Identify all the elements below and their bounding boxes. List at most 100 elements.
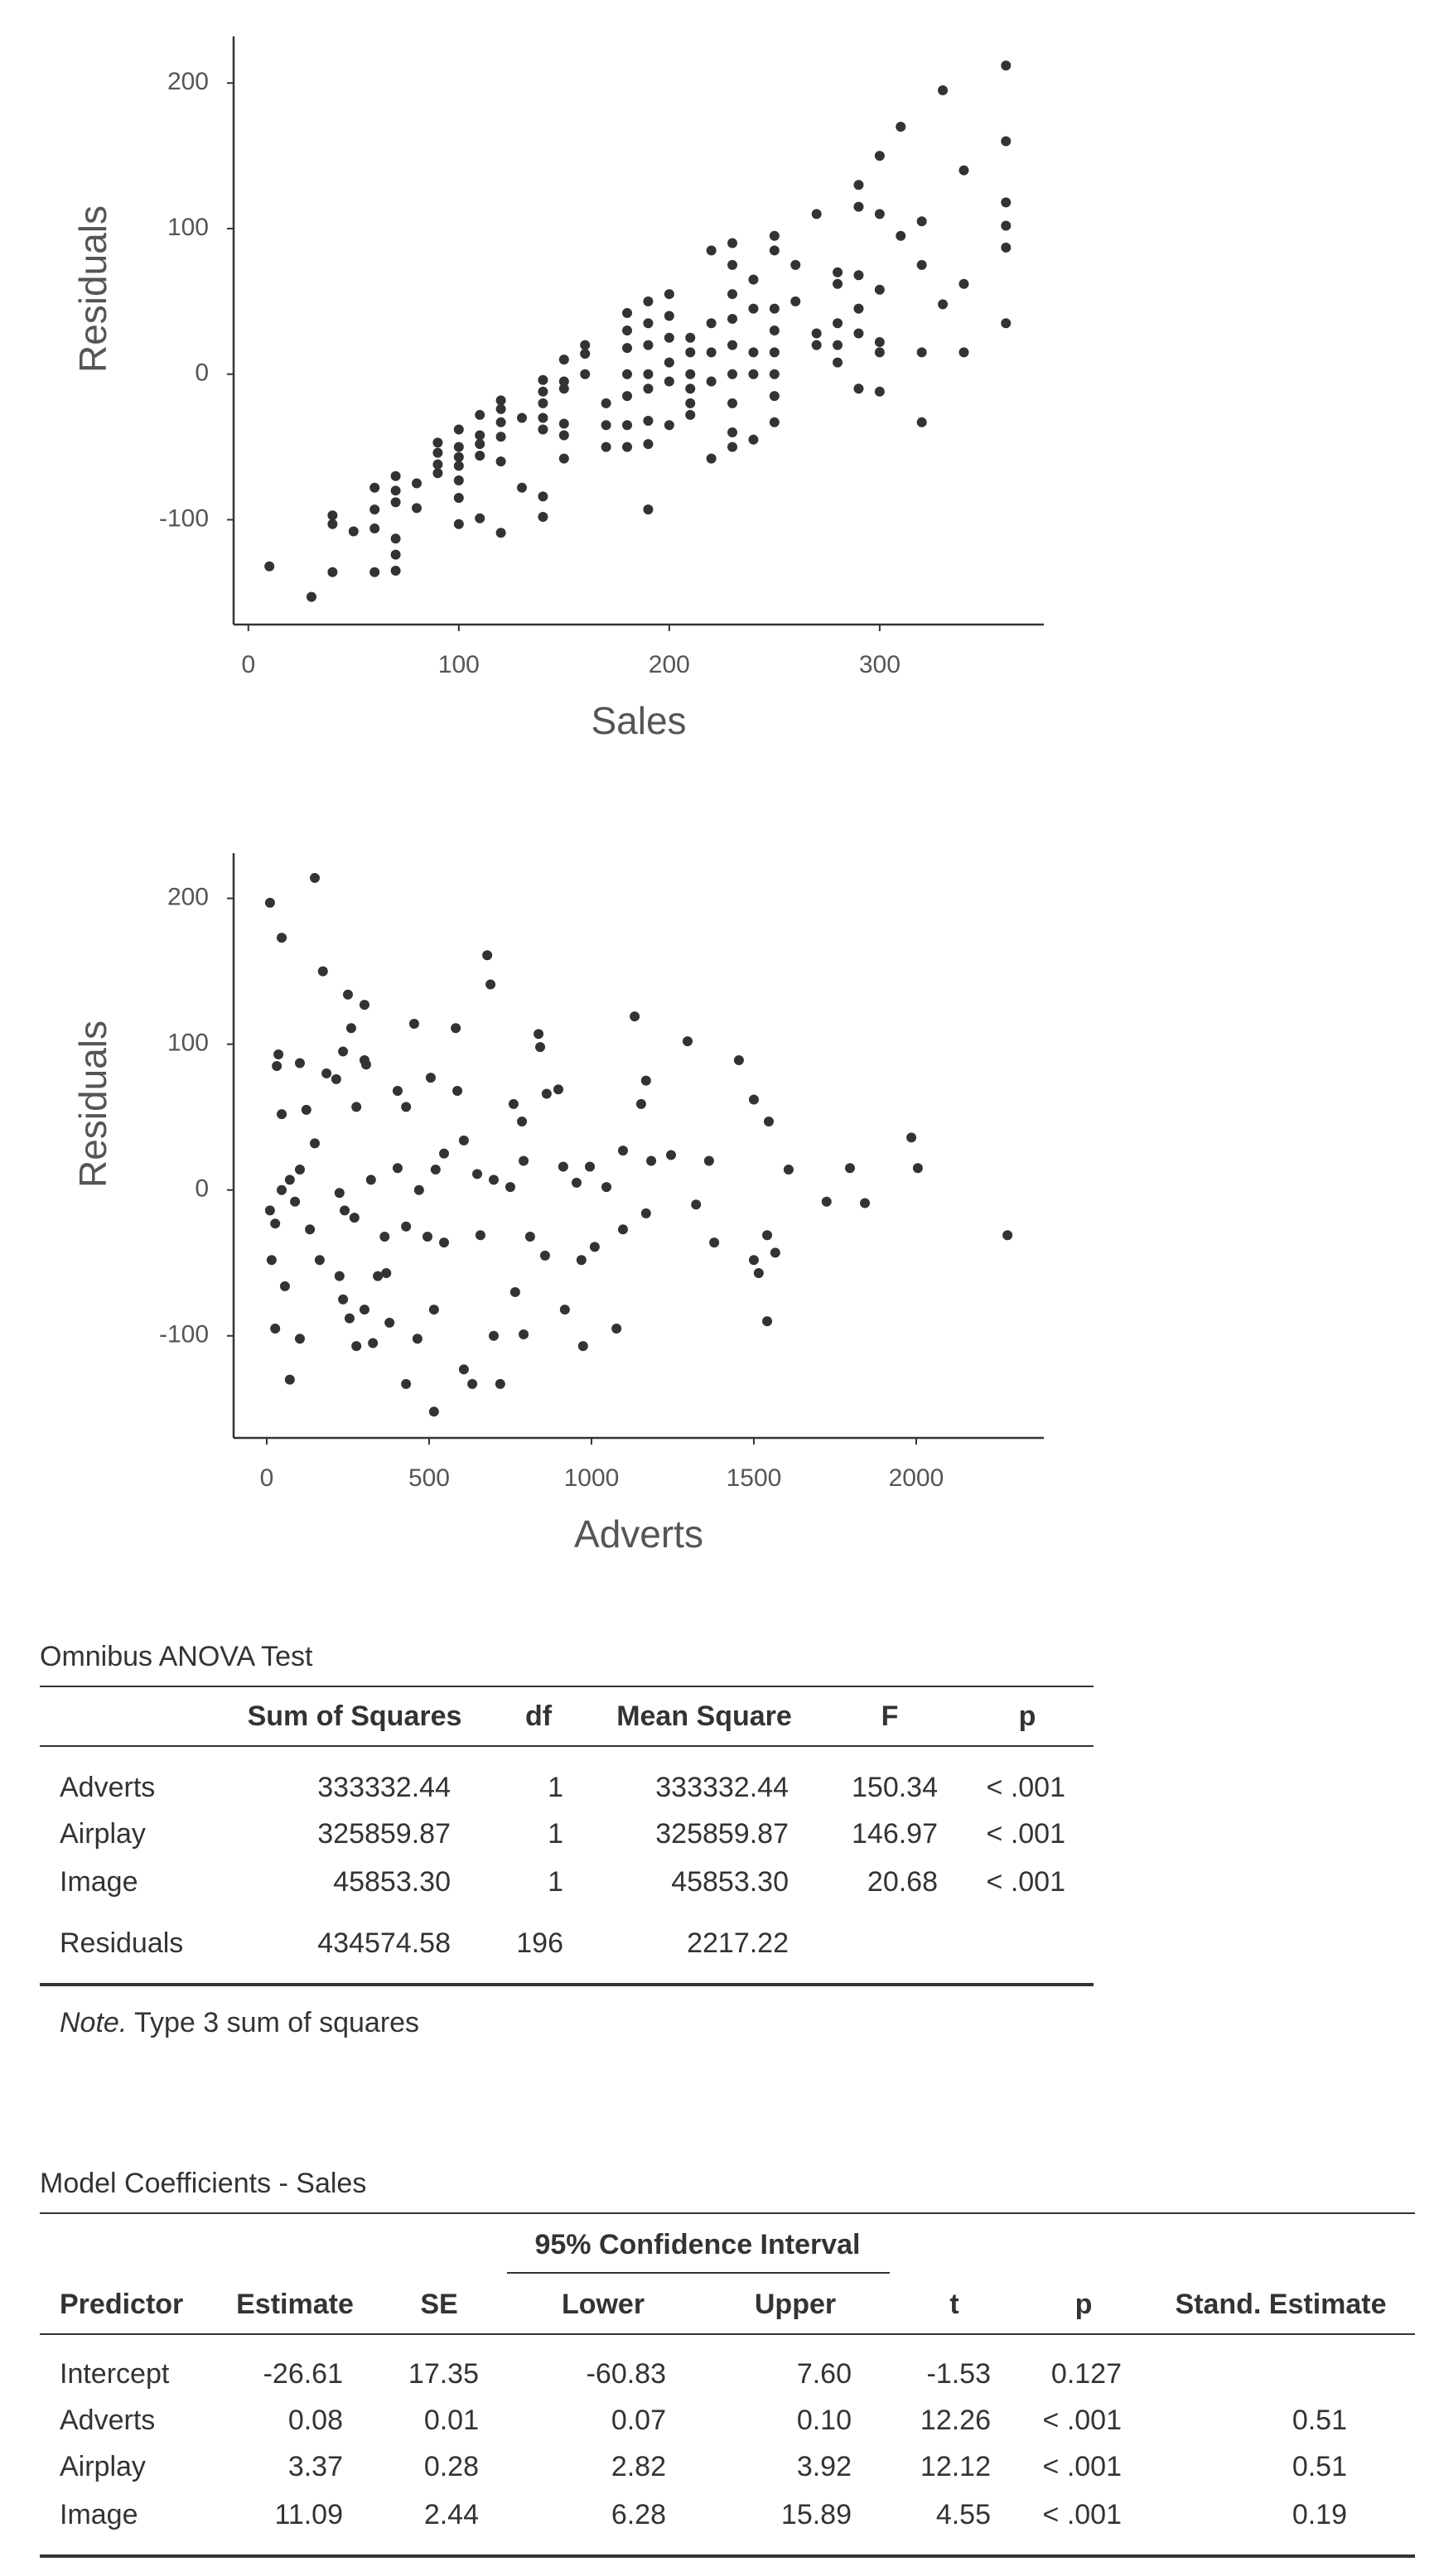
point <box>1001 60 1012 71</box>
table-cell: 333332.44 <box>655 1772 789 1803</box>
point <box>284 1175 295 1185</box>
point <box>682 1036 693 1047</box>
point <box>369 504 380 515</box>
table-cell: 4.55 <box>935 2499 991 2530</box>
point <box>874 209 885 219</box>
point <box>706 376 717 387</box>
point <box>453 424 464 435</box>
column-header: SE <box>420 2289 458 2320</box>
point <box>577 1341 588 1352</box>
x-tick-label: 1500 <box>727 1464 782 1492</box>
point <box>270 1218 281 1229</box>
point <box>379 1232 390 1242</box>
point <box>401 1102 412 1112</box>
point <box>576 1255 587 1266</box>
table-rule <box>40 1686 1094 1687</box>
point <box>340 1205 350 1216</box>
point <box>390 485 401 496</box>
point <box>558 1161 568 1172</box>
point <box>338 1294 349 1305</box>
table-cell: 3.92 <box>796 2451 852 2482</box>
point <box>412 503 423 514</box>
point <box>524 1232 535 1242</box>
point <box>769 347 780 358</box>
point <box>453 519 464 529</box>
point <box>622 420 633 431</box>
point <box>643 415 654 426</box>
point <box>519 1155 529 1166</box>
point <box>344 1313 355 1324</box>
point <box>264 1205 275 1216</box>
note-text: Type 3 sum of squares <box>134 2007 420 2038</box>
point <box>290 1196 301 1207</box>
point <box>390 533 401 544</box>
point <box>381 1268 392 1279</box>
table-cell: 45853.30 <box>333 1866 451 1898</box>
point <box>1001 136 1012 147</box>
point <box>425 1073 436 1083</box>
point <box>338 1046 349 1057</box>
point <box>294 1334 305 1344</box>
point <box>538 424 548 435</box>
point <box>538 386 548 397</box>
row-label: Image <box>60 1866 138 1898</box>
point <box>558 418 569 429</box>
point <box>1002 1230 1013 1241</box>
x-tick-label: 200 <box>649 651 690 678</box>
point <box>277 1109 287 1120</box>
point <box>727 313 738 324</box>
row-label: Airplay <box>60 1818 146 1850</box>
point <box>1001 220 1012 231</box>
point <box>664 332 674 343</box>
point <box>1001 197 1012 208</box>
point <box>373 1271 384 1281</box>
point <box>369 523 380 534</box>
point <box>509 1286 520 1297</box>
table-cell: 11.09 <box>274 2499 343 2530</box>
x-tick-label: 0 <box>260 1464 274 1492</box>
point <box>753 1268 764 1279</box>
point <box>853 384 864 394</box>
point <box>580 340 591 350</box>
point <box>423 1232 433 1242</box>
point <box>811 209 822 219</box>
point <box>539 1250 550 1261</box>
point <box>790 259 801 270</box>
table-title: Model Coefficients - Sales <box>40 2168 367 2199</box>
point <box>488 1330 499 1341</box>
point <box>294 1165 305 1175</box>
point <box>538 398 548 408</box>
point <box>622 343 633 354</box>
point <box>439 1237 450 1248</box>
point <box>630 1011 640 1022</box>
point <box>769 417 780 427</box>
point <box>348 526 359 537</box>
point <box>860 1198 871 1208</box>
point <box>622 441 633 452</box>
point <box>733 1055 744 1066</box>
point <box>541 1088 552 1099</box>
point <box>853 201 864 212</box>
point <box>853 270 864 281</box>
point <box>727 369 738 379</box>
point <box>769 303 780 314</box>
point <box>538 412 548 423</box>
point <box>272 1061 282 1072</box>
point <box>727 289 738 300</box>
point <box>833 278 843 289</box>
point <box>727 441 738 452</box>
point <box>314 1255 325 1266</box>
point <box>553 1084 563 1095</box>
point <box>853 180 864 191</box>
point <box>666 1150 677 1160</box>
point <box>279 1281 290 1291</box>
point <box>266 1255 277 1266</box>
row-label: Adverts <box>60 1772 156 1803</box>
point <box>646 1155 657 1166</box>
table-rule <box>507 2272 890 2274</box>
point <box>874 386 885 397</box>
point <box>538 511 548 522</box>
table-cell: < .001 <box>1042 2499 1122 2530</box>
point <box>703 1155 714 1166</box>
point <box>783 1165 794 1175</box>
